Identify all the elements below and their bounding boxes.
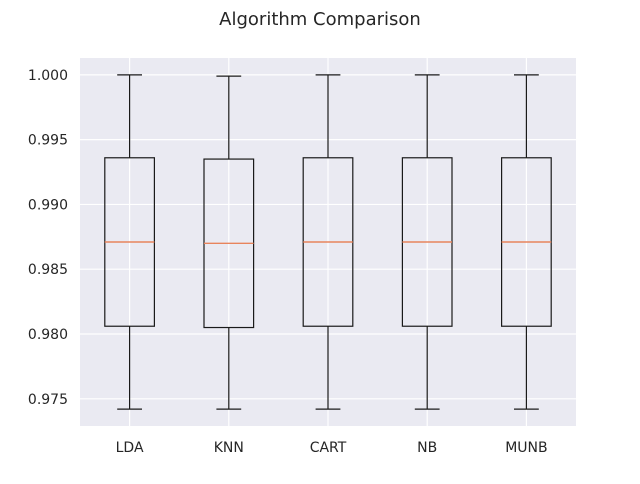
y-tick-label: 0.975 — [28, 392, 68, 408]
box-knn — [203, 75, 255, 410]
box-cart — [302, 74, 354, 410]
y-tick-label: 0.985 — [28, 262, 68, 278]
box-lda — [104, 74, 156, 410]
y-tick-label: 0.980 — [28, 327, 68, 343]
y-tick-label: 1.000 — [28, 68, 68, 84]
x-tick-label: NB — [417, 440, 437, 456]
y-tick-label: 0.995 — [28, 133, 68, 149]
x-axis-ticks: LDA KNN CART NB MUNB — [116, 440, 548, 456]
y-axis-ticks: 0.975 0.980 0.985 0.990 0.995 1.000 — [28, 68, 68, 408]
box-nb — [401, 74, 453, 410]
x-tick-label: LDA — [116, 440, 144, 456]
boxes — [104, 74, 552, 410]
x-tick-label: KNN — [214, 440, 244, 456]
chart-title: Algorithm Comparison — [219, 9, 421, 30]
x-tick-label: CART — [310, 440, 347, 456]
box-munb — [501, 74, 552, 410]
y-tick-label: 0.990 — [28, 197, 68, 213]
x-tick-label: MUNB — [505, 440, 547, 456]
